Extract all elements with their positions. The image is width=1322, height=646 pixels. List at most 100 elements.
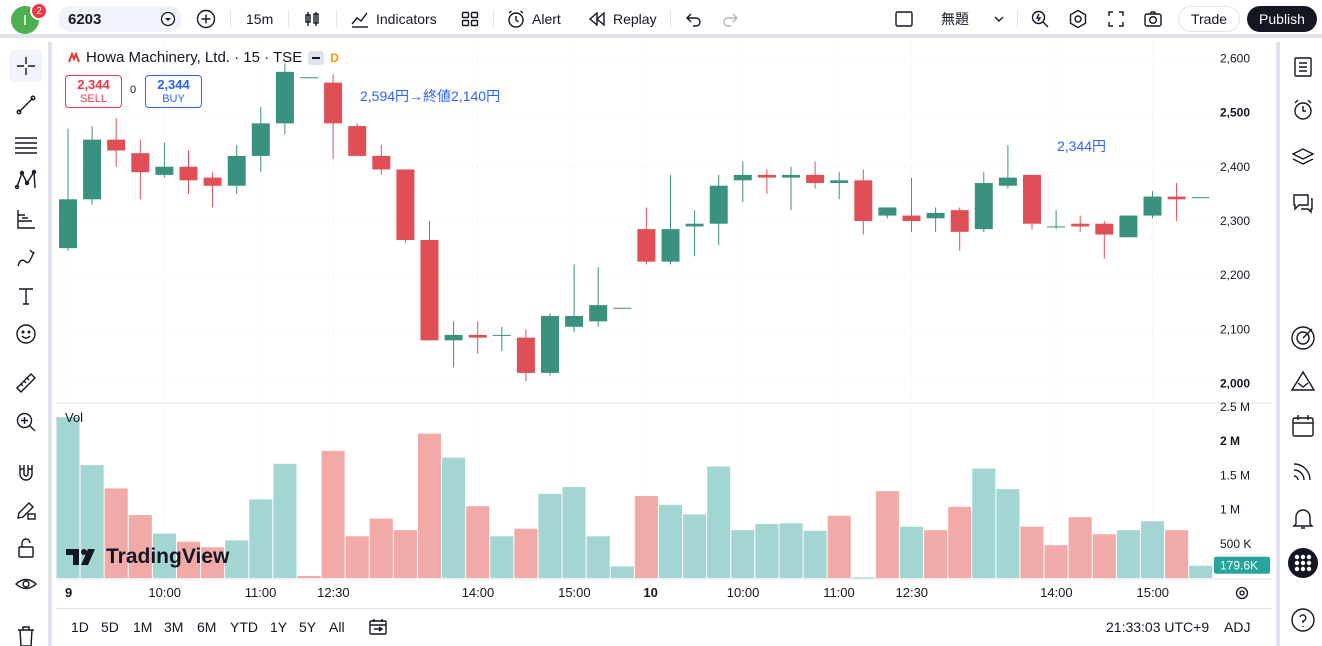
watchlist-button[interactable] <box>1288 52 1318 82</box>
redo-button[interactable] <box>722 0 740 38</box>
notifications-button[interactable] <box>1288 503 1318 533</box>
chart-type-button[interactable] <box>302 0 322 38</box>
symbol-dropdown-icon[interactable] <box>160 11 176 27</box>
icon-tool[interactable] <box>10 318 42 350</box>
brush-icon <box>17 249 35 267</box>
alerts-panel-button[interactable] <box>1288 95 1318 125</box>
fib-tool[interactable] <box>10 128 42 160</box>
time-tick-label: 9 <box>65 585 72 600</box>
time-tick-label: 12:30 <box>317 585 350 600</box>
range-3m[interactable]: 3M <box>164 619 184 635</box>
candle-body <box>251 123 270 156</box>
calendar-button[interactable] <box>1288 411 1318 441</box>
buy-label: BUY <box>162 93 185 105</box>
apps-button[interactable] <box>1288 548 1318 578</box>
chat-button[interactable] <box>1288 188 1318 218</box>
text-tool[interactable] <box>10 280 42 312</box>
range-5d[interactable]: 5D <box>101 619 119 635</box>
chart-area[interactable]: 2,600 2,500 2,400 2,300 2,200 2,100 2,000 2.5 M… <box>56 42 1272 608</box>
text-annotation-2[interactable]: 2,344円 <box>1057 138 1107 154</box>
volume-bar <box>128 515 152 578</box>
candle-body <box>492 334 511 336</box>
range-all[interactable]: All <box>329 619 345 635</box>
publish-button[interactable]: Publish <box>1247 6 1317 32</box>
range-ytd[interactable]: YTD <box>230 619 258 635</box>
tradingview-watermark[interactable]: TradingView <box>66 545 229 569</box>
hide-drawings-tool[interactable] <box>10 568 42 600</box>
lock-all-tool[interactable] <box>10 532 42 564</box>
add-symbol-button[interactable] <box>196 0 216 38</box>
volume-legend: Vol <box>65 410 84 425</box>
price-tick-label: 2,600 <box>1220 51 1250 65</box>
range-5y[interactable]: 5Y <box>299 619 317 635</box>
notification-badge[interactable]: 2 <box>30 2 48 20</box>
object-tree-button[interactable] <box>1288 142 1318 172</box>
candle-body <box>1143 196 1162 216</box>
zoom-tool[interactable] <box>10 406 42 438</box>
candle-body <box>998 177 1017 186</box>
symbol-search-input[interactable]: 6203 <box>58 6 182 32</box>
remove-drawings-tool[interactable] <box>10 620 42 646</box>
interval-button[interactable]: 15m <box>246 0 273 38</box>
snapshot-button[interactable] <box>1143 0 1163 38</box>
layouts-button[interactable] <box>460 0 480 38</box>
volume-bar <box>345 536 369 578</box>
candle-body <box>155 166 174 175</box>
volume-bar <box>417 433 442 578</box>
candle-body <box>902 215 921 221</box>
candle-body <box>613 307 632 309</box>
adjust-toggle[interactable]: ADJ <box>1224 619 1251 635</box>
text-icon <box>19 288 33 305</box>
range-6m[interactable]: 6M <box>197 619 217 635</box>
candle-body <box>1023 174 1041 224</box>
fullscreen-button[interactable] <box>1106 0 1126 38</box>
volume-bar <box>1189 565 1213 578</box>
lock-drawing-tool[interactable] <box>10 494 42 526</box>
range-1y[interactable]: 1Y <box>270 619 288 635</box>
data-delay-badge: D <box>330 50 339 65</box>
goto-date-button[interactable] <box>368 617 388 640</box>
layout-menu-button[interactable] <box>992 0 1006 38</box>
news-button[interactable] <box>1288 456 1318 486</box>
candle-body <box>926 212 945 219</box>
quick-search-button[interactable] <box>1030 0 1050 38</box>
chart-canvas[interactable]: 2,600 2,500 2,400 2,300 2,200 2,100 2,000 2.5 M… <box>56 42 1272 608</box>
time-tick-label: 15:00 <box>558 585 591 600</box>
layout-name[interactable]: 無題 <box>941 0 969 38</box>
candle-body <box>1191 197 1210 199</box>
forecast-tool[interactable] <box>10 203 42 235</box>
candle-body <box>589 305 608 322</box>
candle-body <box>396 169 415 240</box>
candle-body <box>854 180 873 221</box>
candle-body <box>179 166 198 181</box>
trade-button[interactable]: Trade <box>1178 6 1240 32</box>
settings-button[interactable] <box>1068 0 1088 38</box>
range-1d[interactable]: 1D <box>71 619 89 635</box>
indicators-button[interactable]: Indicators <box>350 0 437 38</box>
crosshair-tool[interactable] <box>10 50 42 82</box>
ideas-button[interactable] <box>1288 366 1318 396</box>
range-1m[interactable]: 1M <box>133 619 153 635</box>
volume-bar <box>972 468 996 578</box>
legend-collapse-button[interactable] <box>308 50 325 65</box>
select-layout-checkbox[interactable] <box>894 0 914 38</box>
trend-line-tool[interactable] <box>10 89 42 121</box>
trading-panel-button[interactable] <box>1288 323 1318 353</box>
magnet-tool[interactable] <box>10 457 42 489</box>
replay-button[interactable]: Replay <box>587 0 657 38</box>
text-annotation-1[interactable]: 2,594円→終値2,140円 <box>360 88 501 104</box>
volume-bar <box>176 541 201 578</box>
pattern-tool[interactable] <box>10 164 42 196</box>
volume-bar <box>948 506 972 578</box>
candles-icon <box>305 12 319 26</box>
measure-tool[interactable] <box>10 367 42 399</box>
buy-button[interactable]: 2,344 BUY <box>145 75 202 108</box>
clock-timezone[interactable]: 21:33:03 UTC+9 <box>1106 619 1210 635</box>
help-button[interactable] <box>1288 605 1318 635</box>
alert-button[interactable]: Alert <box>506 0 561 38</box>
candle-body <box>275 71 294 124</box>
sell-button[interactable]: 2,344 SELL <box>65 75 122 108</box>
undo-button[interactable] <box>684 0 702 38</box>
zoom-in-icon <box>16 412 36 432</box>
brush-tool[interactable] <box>10 242 42 274</box>
